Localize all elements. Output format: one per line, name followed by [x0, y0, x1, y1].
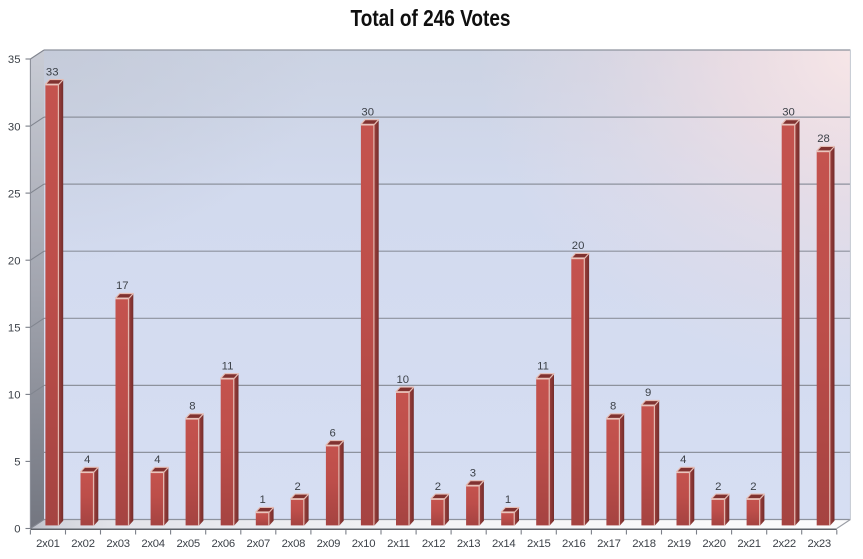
svg-text:8: 8 [610, 401, 616, 413]
svg-text:11: 11 [537, 360, 549, 372]
svg-text:1: 1 [505, 494, 511, 506]
svg-text:11: 11 [222, 360, 234, 372]
svg-text:2x06: 2x06 [211, 538, 235, 550]
svg-text:2x17: 2x17 [597, 538, 621, 550]
svg-text:2x12: 2x12 [422, 538, 446, 550]
svg-text:2x09: 2x09 [317, 538, 341, 550]
svg-text:2x23: 2x23 [807, 538, 831, 550]
svg-text:1: 1 [259, 494, 265, 506]
svg-text:33: 33 [46, 66, 59, 78]
svg-text:2x14: 2x14 [492, 538, 516, 550]
svg-text:10: 10 [8, 390, 21, 402]
svg-text:2x05: 2x05 [176, 538, 200, 550]
svg-text:35: 35 [8, 54, 21, 66]
svg-text:4: 4 [680, 454, 686, 466]
svg-text:30: 30 [361, 106, 374, 118]
svg-text:2x19: 2x19 [667, 538, 691, 550]
svg-text:5: 5 [14, 457, 20, 469]
svg-text:2x15: 2x15 [527, 538, 551, 550]
svg-text:2x18: 2x18 [632, 538, 656, 550]
svg-text:2x11: 2x11 [387, 538, 410, 550]
svg-text:2x13: 2x13 [457, 538, 481, 550]
svg-text:2x07: 2x07 [247, 538, 271, 550]
svg-text:15: 15 [8, 323, 21, 335]
svg-text:2x01: 2x01 [36, 538, 60, 550]
svg-text:4: 4 [84, 454, 90, 466]
svg-text:2: 2 [715, 481, 721, 493]
svg-text:28: 28 [817, 133, 830, 145]
svg-text:25: 25 [8, 188, 21, 200]
svg-text:17: 17 [116, 280, 129, 292]
svg-text:2x10: 2x10 [352, 538, 376, 550]
svg-text:2: 2 [294, 481, 300, 493]
svg-text:2x03: 2x03 [106, 538, 130, 550]
svg-text:20: 20 [8, 255, 21, 267]
svg-text:2x16: 2x16 [562, 538, 586, 550]
svg-text:30: 30 [782, 106, 795, 118]
svg-text:20: 20 [572, 240, 585, 252]
svg-text:8: 8 [189, 401, 195, 413]
svg-text:2: 2 [435, 481, 441, 493]
svg-text:3: 3 [470, 467, 476, 479]
svg-text:6: 6 [330, 427, 336, 439]
svg-text:2: 2 [750, 481, 756, 493]
svg-text:2x08: 2x08 [282, 538, 306, 550]
svg-text:0: 0 [14, 524, 20, 536]
svg-text:2x20: 2x20 [702, 538, 726, 550]
svg-text:2x02: 2x02 [71, 538, 95, 550]
svg-text:9: 9 [645, 387, 651, 399]
svg-text:30: 30 [8, 121, 21, 133]
svg-text:2x21: 2x21 [737, 538, 761, 550]
svg-text:10: 10 [397, 374, 410, 386]
svg-text:Total of 246 Votes: Total of 246 Votes [351, 5, 511, 31]
svg-text:4: 4 [154, 454, 160, 466]
svg-text:2x04: 2x04 [141, 538, 165, 550]
svg-text:2x22: 2x22 [772, 538, 796, 550]
